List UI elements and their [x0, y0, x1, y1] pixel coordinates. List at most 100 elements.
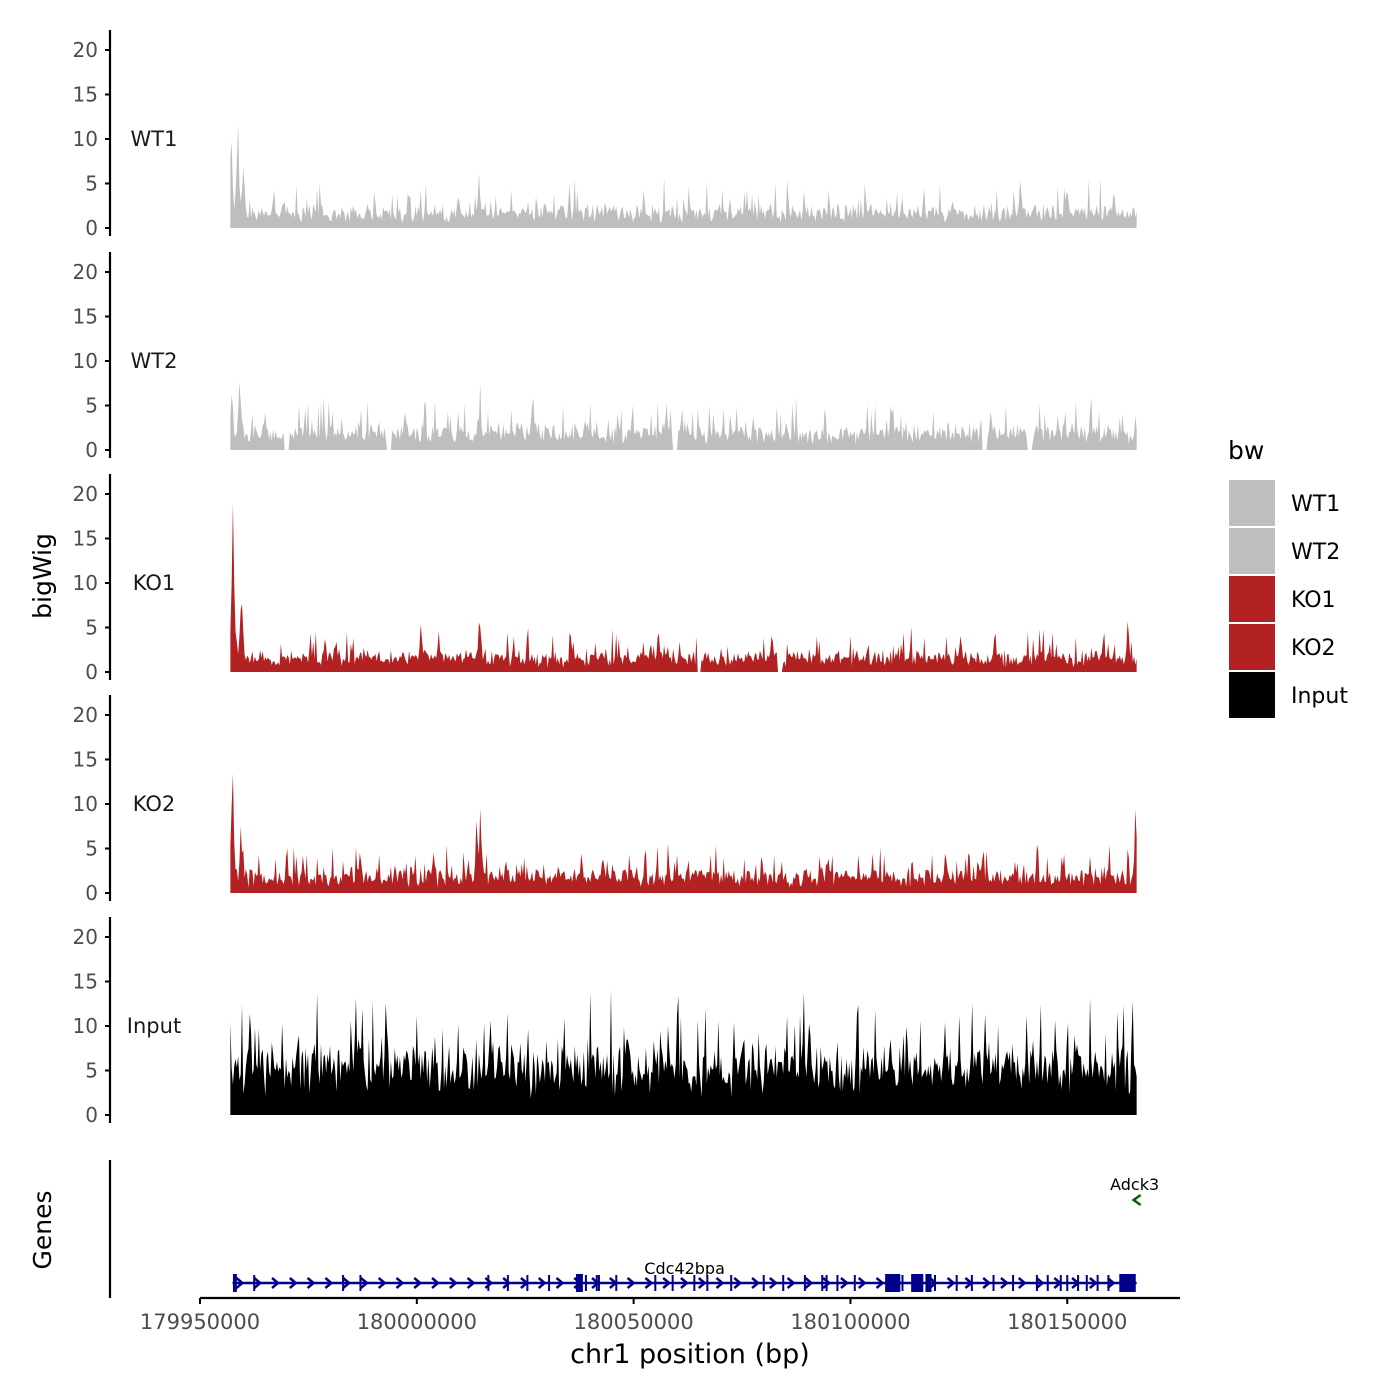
strand-arrow: [644, 1277, 654, 1289]
strand-arrow: [662, 1277, 672, 1289]
signal-area-wt2: [230, 381, 1137, 450]
x-tick-label: 180000000: [357, 1310, 477, 1334]
strand-arrow: [1089, 1277, 1098, 1289]
exon: [584, 1275, 587, 1291]
strand-arrow: [733, 1277, 743, 1289]
y-tick-label: 5: [85, 394, 98, 418]
legend-label-ko2: KO2: [1291, 636, 1336, 661]
legend-label-wt1: WT1: [1291, 492, 1340, 517]
strand-arrow: [680, 1277, 689, 1289]
y-tick-label: 5: [85, 1059, 98, 1083]
y-tick-label: 0: [85, 1103, 98, 1127]
exon: [359, 1275, 362, 1291]
y-tick-label: 0: [85, 660, 98, 684]
track-label-input: Input: [127, 1014, 181, 1038]
strand-arrow: [769, 1277, 778, 1289]
y-tick-label: 10: [73, 792, 98, 816]
track-ko1: 0 5 10 15 20 KO1: [73, 474, 1137, 684]
exon: [1096, 1275, 1099, 1291]
signal-area-wt1: [230, 123, 1137, 228]
exon: [803, 1275, 806, 1291]
exon: [706, 1275, 709, 1291]
y-tick-label: 15: [73, 748, 98, 772]
strand-arrow: [786, 1277, 796, 1289]
track-ko2: 0 5 10 15 20 KO2: [73, 695, 1137, 905]
strand-arrow: [946, 1277, 956, 1289]
exon: [671, 1275, 674, 1291]
y-tick-label: 5: [85, 837, 98, 861]
exon: [253, 1275, 256, 1291]
track-label-wt1: WT1: [131, 127, 178, 151]
legend-label-ko1: KO1: [1291, 588, 1336, 613]
x-tick-label: 180050000: [574, 1310, 694, 1334]
legend-label-input: Input: [1291, 684, 1348, 709]
y-tick-label: 20: [73, 38, 98, 62]
exon: [597, 1275, 600, 1291]
strand-arrow: [431, 1277, 440, 1289]
exon: [1012, 1275, 1015, 1291]
strand-arrow: [537, 1277, 547, 1289]
exon: [1046, 1275, 1049, 1291]
y-tick-label: 5: [85, 172, 98, 196]
y-tick-label: 10: [73, 571, 98, 595]
exon: [901, 1275, 904, 1291]
x-axis: 179950000 180000000 180050000 180100000 1801…: [140, 1296, 1180, 1334]
exon: [970, 1275, 973, 1291]
legend-label-wt2: WT2: [1291, 540, 1340, 565]
strand-arrow: [342, 1277, 352, 1289]
legend-swatch-wt2: [1229, 528, 1275, 574]
exon-block: [885, 1274, 901, 1292]
exon: [782, 1275, 785, 1291]
strand-arrow: [751, 1277, 760, 1289]
track-wt1: 0 5 10 15 20 WT1: [73, 30, 1137, 240]
y-tick-label: 0: [85, 881, 98, 905]
strand-arrow: [449, 1277, 458, 1289]
legend-swatch-ko2: [1229, 624, 1275, 670]
exon: [730, 1275, 733, 1291]
exon: [825, 1275, 828, 1291]
strand-arrow: [1000, 1277, 1009, 1289]
genes-axis-label: Genes: [28, 1190, 57, 1269]
y-tick-label: 5: [85, 616, 98, 640]
exon: [506, 1275, 509, 1291]
y-tick-label: 20: [73, 925, 98, 949]
strand-arrow: [840, 1277, 849, 1289]
strand-arrow: [413, 1277, 423, 1289]
strand-arrow: [1106, 1277, 1116, 1289]
track-label-ko1: KO1: [133, 571, 176, 595]
exon: [1035, 1275, 1038, 1291]
strand-arrow: [235, 1277, 245, 1289]
strand-arrow: [875, 1277, 885, 1289]
exon: [762, 1275, 765, 1291]
exon-block: [1119, 1274, 1136, 1292]
legend-title: bw: [1228, 436, 1264, 465]
exon: [821, 1275, 824, 1291]
track-wt2: 0 5 10 15 20 WT2: [73, 252, 1137, 462]
legend-swatch-ko1: [1229, 576, 1275, 622]
strand-arrow: [804, 1277, 814, 1289]
strand-arrow: [822, 1277, 832, 1289]
y-tick-label: 0: [85, 438, 98, 462]
strand-arrow: [466, 1277, 476, 1289]
strand-arrow: [626, 1277, 636, 1289]
y-tick-label: 15: [73, 305, 98, 329]
strand-arrow: [288, 1277, 298, 1289]
strand-arrow: [306, 1277, 316, 1289]
y-tick-label: 20: [73, 482, 98, 506]
exon: [955, 1275, 958, 1291]
strand-arrow: [982, 1277, 992, 1289]
genes-panel: Cdc42bpa Adck3: [108, 1160, 1159, 1298]
exon: [693, 1275, 696, 1291]
y-tick-label: 10: [73, 349, 98, 373]
strand-arrow: [377, 1277, 387, 1289]
strand-arrow: [1131, 1193, 1142, 1207]
exon: [654, 1275, 657, 1291]
gene-cdc42bpa: Cdc42bpa: [232, 1259, 1137, 1292]
exon: [934, 1275, 936, 1291]
x-tick-label: 180150000: [1007, 1310, 1127, 1334]
track-input: 0 5 10 15 20 Input: [73, 917, 1137, 1127]
exon-block: [925, 1274, 932, 1292]
exon: [1066, 1275, 1069, 1291]
exon: [342, 1275, 345, 1291]
strand-arrow: [697, 1277, 707, 1289]
